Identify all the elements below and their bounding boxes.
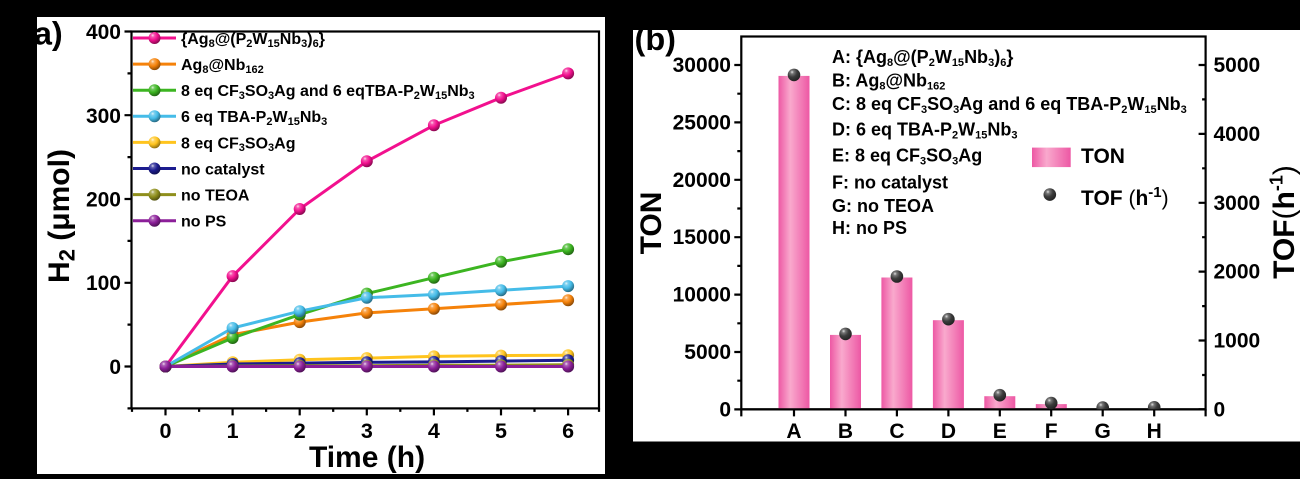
svg-text:no PS: no PS [181, 214, 227, 231]
svg-text:E: 8 eq CF3SO3Ag: E: 8 eq CF3SO3Ag [832, 145, 982, 167]
svg-text:Time (h): Time (h) [309, 441, 425, 474]
svg-text:TON: TON [635, 192, 668, 255]
svg-text:2: 2 [294, 419, 306, 443]
svg-text:5000: 5000 [1214, 54, 1261, 77]
svg-text:F: F [1045, 420, 1058, 443]
svg-text:25000: 25000 [673, 111, 731, 134]
svg-text:Ag8@Nb162: Ag8@Nb162 [181, 57, 264, 76]
svg-text:15000: 15000 [673, 226, 731, 249]
svg-text:0: 0 [1214, 398, 1226, 421]
svg-text:B: Ag8@Nb162: B: Ag8@Nb162 [832, 70, 945, 92]
svg-text:E: E [993, 420, 1007, 443]
svg-text:H: no PS: H: no PS [832, 218, 907, 238]
svg-text:no TEOA: no TEOA [181, 188, 250, 205]
svg-text:200: 200 [86, 189, 121, 212]
svg-text:30000: 30000 [673, 54, 731, 77]
svg-text:G: G [1095, 420, 1111, 443]
svg-text:6: 6 [562, 419, 574, 443]
svg-text:{Ag8@(P2W15Nb3)6}: {Ag8@(P2W15Nb3)6} [181, 31, 325, 50]
svg-text:0: 0 [109, 356, 121, 379]
svg-text:4: 4 [428, 419, 440, 443]
svg-text:100: 100 [86, 272, 121, 295]
svg-text:8 eq CF3SO3Ag: 8 eq CF3SO3Ag [181, 135, 296, 154]
svg-text:400: 400 [86, 21, 121, 44]
svg-text:10000: 10000 [673, 284, 731, 307]
svg-text:3: 3 [361, 419, 373, 443]
svg-text:300: 300 [86, 105, 121, 128]
svg-text:4000: 4000 [1214, 123, 1261, 146]
svg-text:G: no TEOA: G: no TEOA [832, 196, 934, 216]
svg-text:1000: 1000 [1214, 330, 1261, 353]
svg-text:no catalyst: no catalyst [181, 161, 265, 178]
svg-text:1: 1 [227, 419, 239, 443]
svg-text:C: C [889, 420, 904, 443]
svg-text:0: 0 [160, 419, 172, 443]
svg-text:A: A [786, 420, 801, 443]
svg-text:C: 8 eq CF3SO3Ag and 6 eq TBA-: C: 8 eq CF3SO3Ag and 6 eq TBA-P2W15Nb3 [832, 94, 1187, 116]
svg-text:0: 0 [719, 398, 731, 421]
svg-text:B: B [838, 420, 853, 443]
svg-text:H: H [1147, 420, 1162, 443]
svg-text:A: {Ag8@(P2W15Nb3)6}: A: {Ag8@(P2W15Nb3)6} [832, 47, 1013, 69]
svg-text:(a): (a) [23, 16, 63, 52]
svg-text:20000: 20000 [673, 169, 731, 192]
svg-text:3000: 3000 [1214, 192, 1261, 215]
svg-text:D: D [941, 420, 956, 443]
svg-text:D: 6 eq TBA-P2W15Nb3: D: 6 eq TBA-P2W15Nb3 [832, 120, 1018, 142]
svg-text:6 eq TBA-P2W15Nb3: 6 eq TBA-P2W15Nb3 [181, 109, 327, 128]
svg-text:5000: 5000 [684, 341, 731, 364]
svg-text:H2 (μmol): H2 (μmol) [43, 149, 79, 283]
svg-text:(b): (b) [635, 21, 677, 57]
svg-text:5: 5 [495, 419, 507, 443]
svg-text:F: no catalyst: F: no catalyst [832, 172, 948, 192]
svg-text:TON: TON [1081, 145, 1125, 168]
svg-text:8 eq CF3SO3Ag and 6 eqTBA-P2W1: 8 eq CF3SO3Ag and 6 eqTBA-P2W15Nb3 [181, 83, 475, 102]
svg-text:2000: 2000 [1214, 261, 1261, 284]
